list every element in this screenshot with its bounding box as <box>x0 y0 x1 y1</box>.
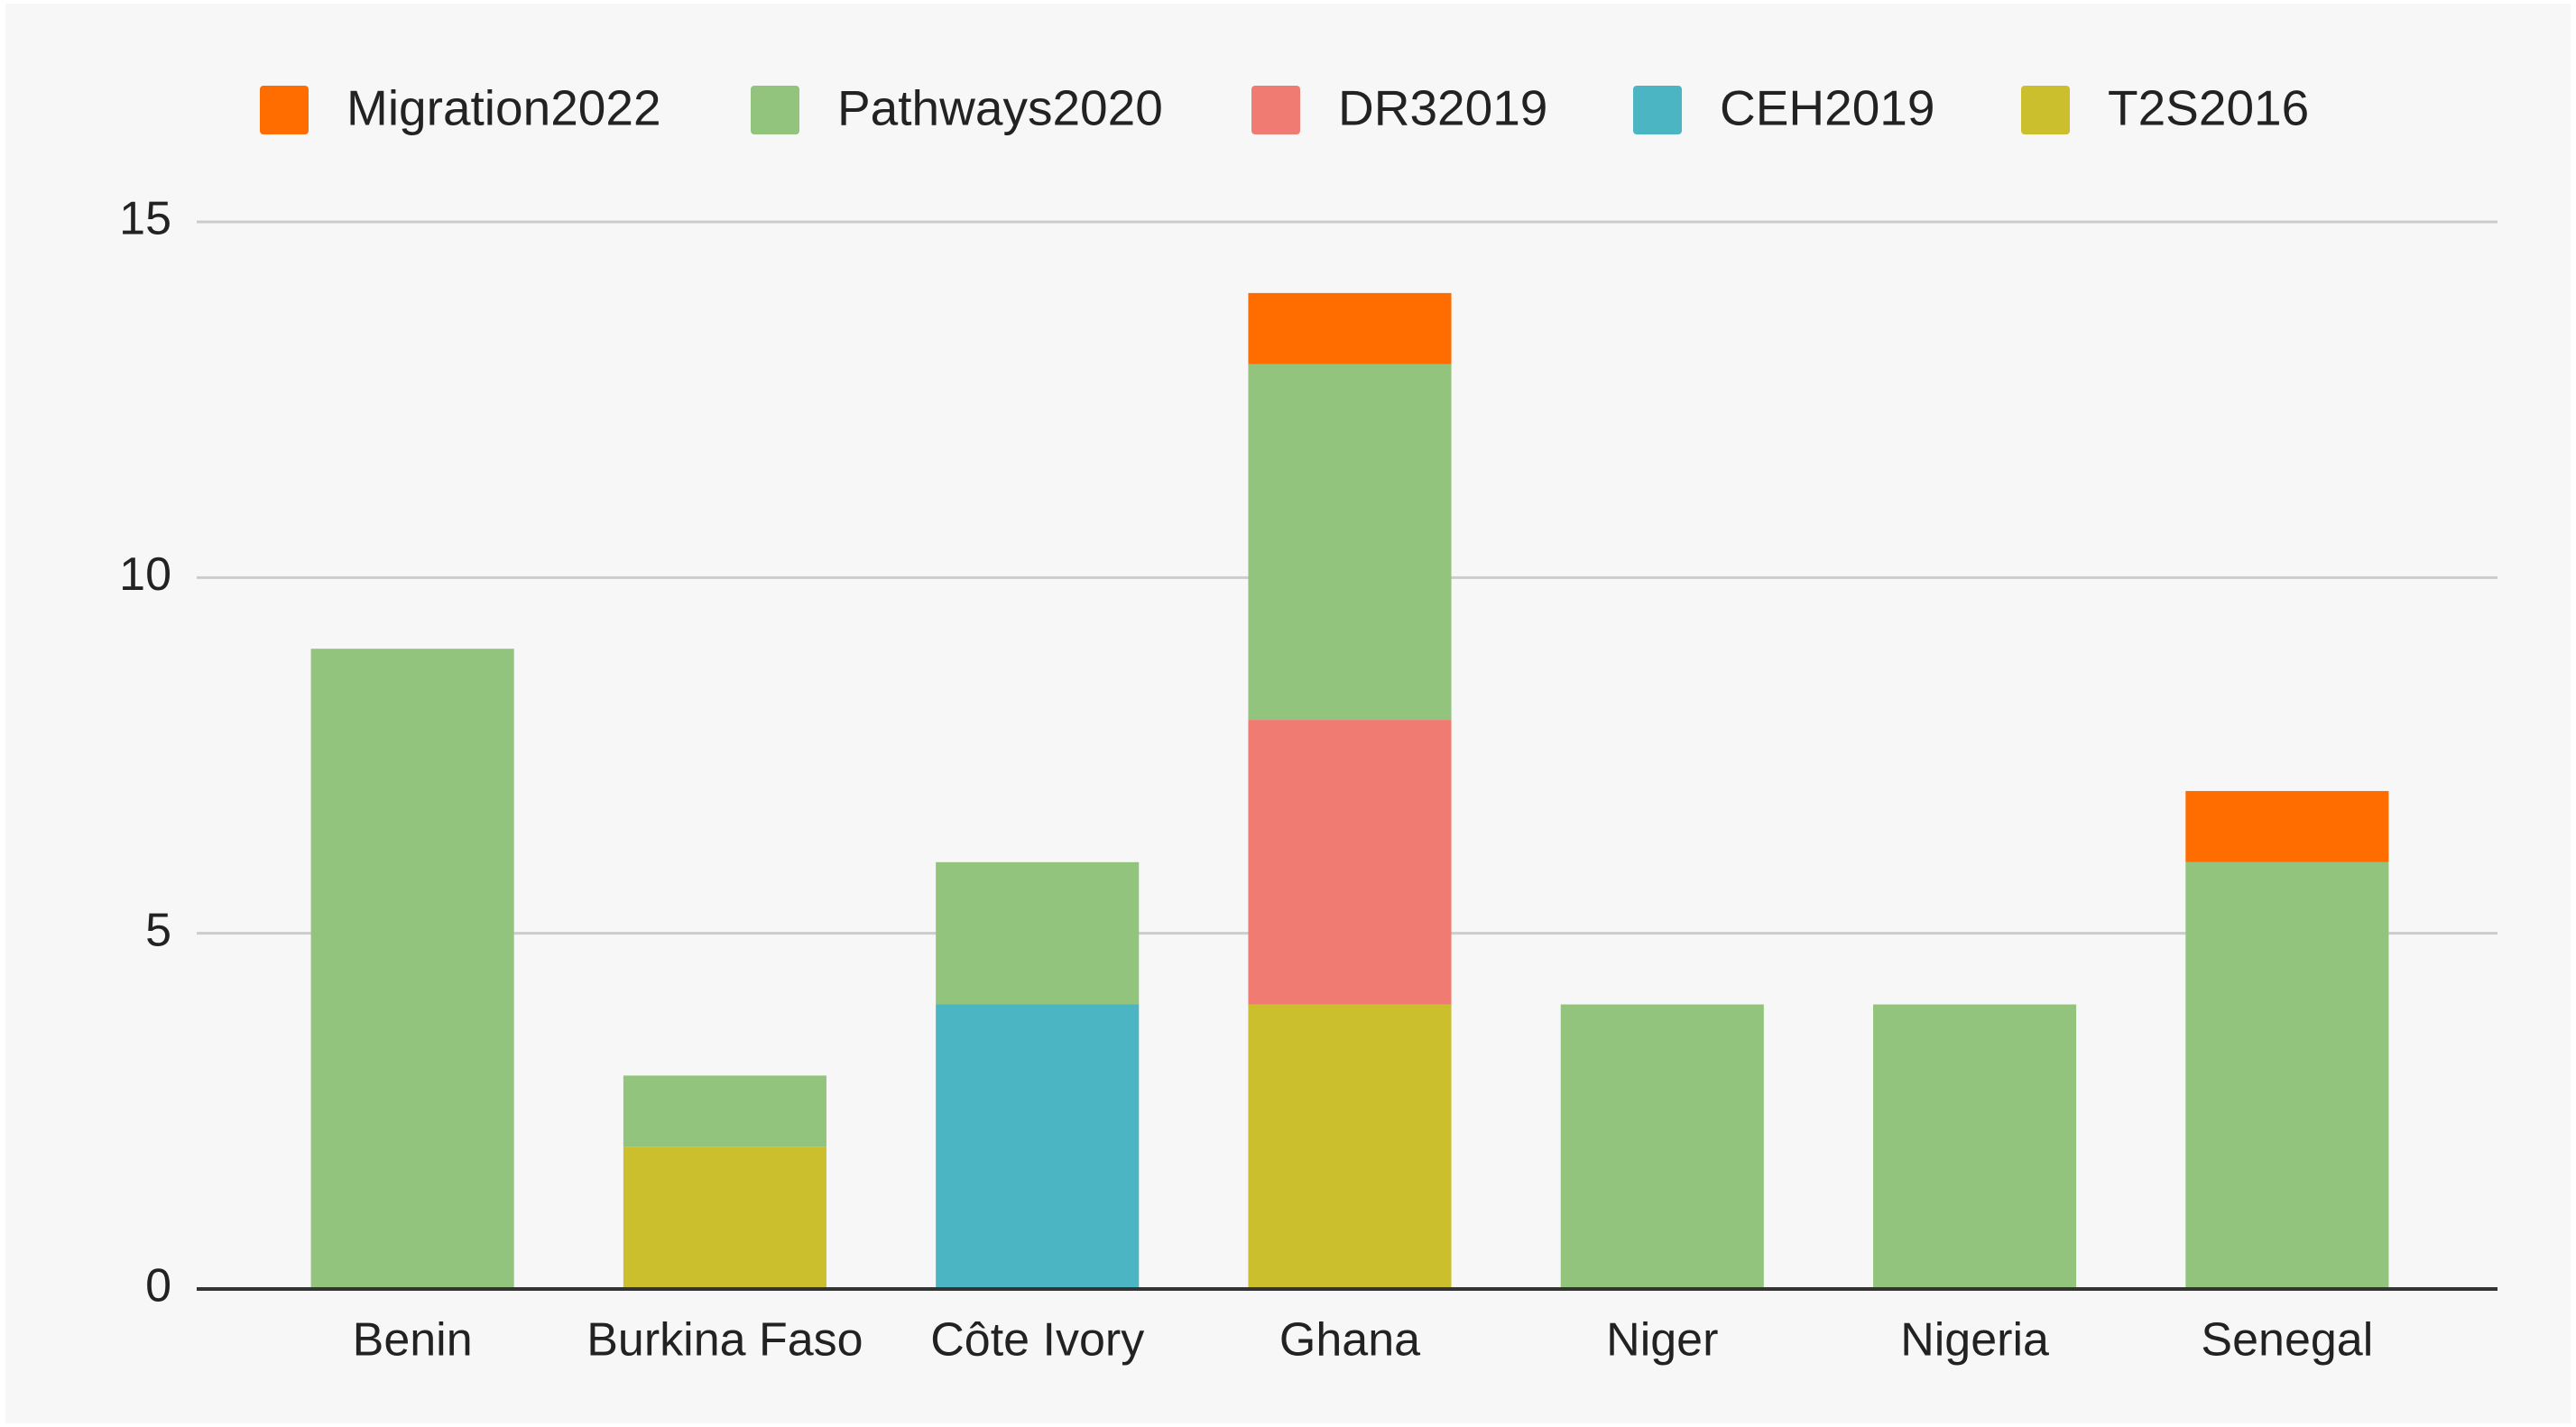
bar-segment <box>1560 1004 1764 1289</box>
legend-label: Pathways2020 <box>837 80 1163 136</box>
bar-segment <box>623 1146 826 1289</box>
x-tick-label: Ghana <box>1279 1314 1420 1367</box>
legend-swatch <box>260 86 309 134</box>
legend-label: Migration2022 <box>346 80 661 136</box>
legend-swatch <box>751 86 799 134</box>
x-tick-label: Nigeria <box>1900 1314 2049 1367</box>
y-tick-label: 5 <box>145 904 171 956</box>
bar-segment <box>310 649 514 1289</box>
x-tick-label: Senegal <box>2201 1314 2373 1367</box>
x-tick-label: Côte Ivory <box>930 1314 1144 1367</box>
legend-swatch <box>1633 86 1682 134</box>
x-tick-label: Benin <box>353 1314 473 1367</box>
legend-label: CEH2019 <box>1720 80 1934 136</box>
legend-label: DR32019 <box>1338 80 1547 136</box>
bar-segment <box>2185 861 2389 1289</box>
bar-segment <box>623 1075 826 1147</box>
bar-segment <box>1248 364 1452 721</box>
legend-swatch <box>2021 86 2070 134</box>
bar-segment <box>936 1004 1140 1289</box>
x-tick-label: Burkina Faso <box>586 1314 863 1367</box>
y-tick-label: 15 <box>119 193 171 245</box>
bar-segment <box>1873 1004 2077 1289</box>
bar-segment <box>2185 790 2389 862</box>
legend-label: T2S2016 <box>2108 80 2309 136</box>
y-tick-label: 0 <box>145 1260 171 1312</box>
y-tick-label: 10 <box>119 548 171 601</box>
bar-segment <box>1248 720 1452 1005</box>
bar-segment <box>1248 292 1452 364</box>
bar-segment <box>1248 1004 1452 1289</box>
bar-segment <box>936 861 1140 1005</box>
legend-swatch <box>1251 86 1300 134</box>
x-tick-label: Niger <box>1606 1314 1718 1367</box>
